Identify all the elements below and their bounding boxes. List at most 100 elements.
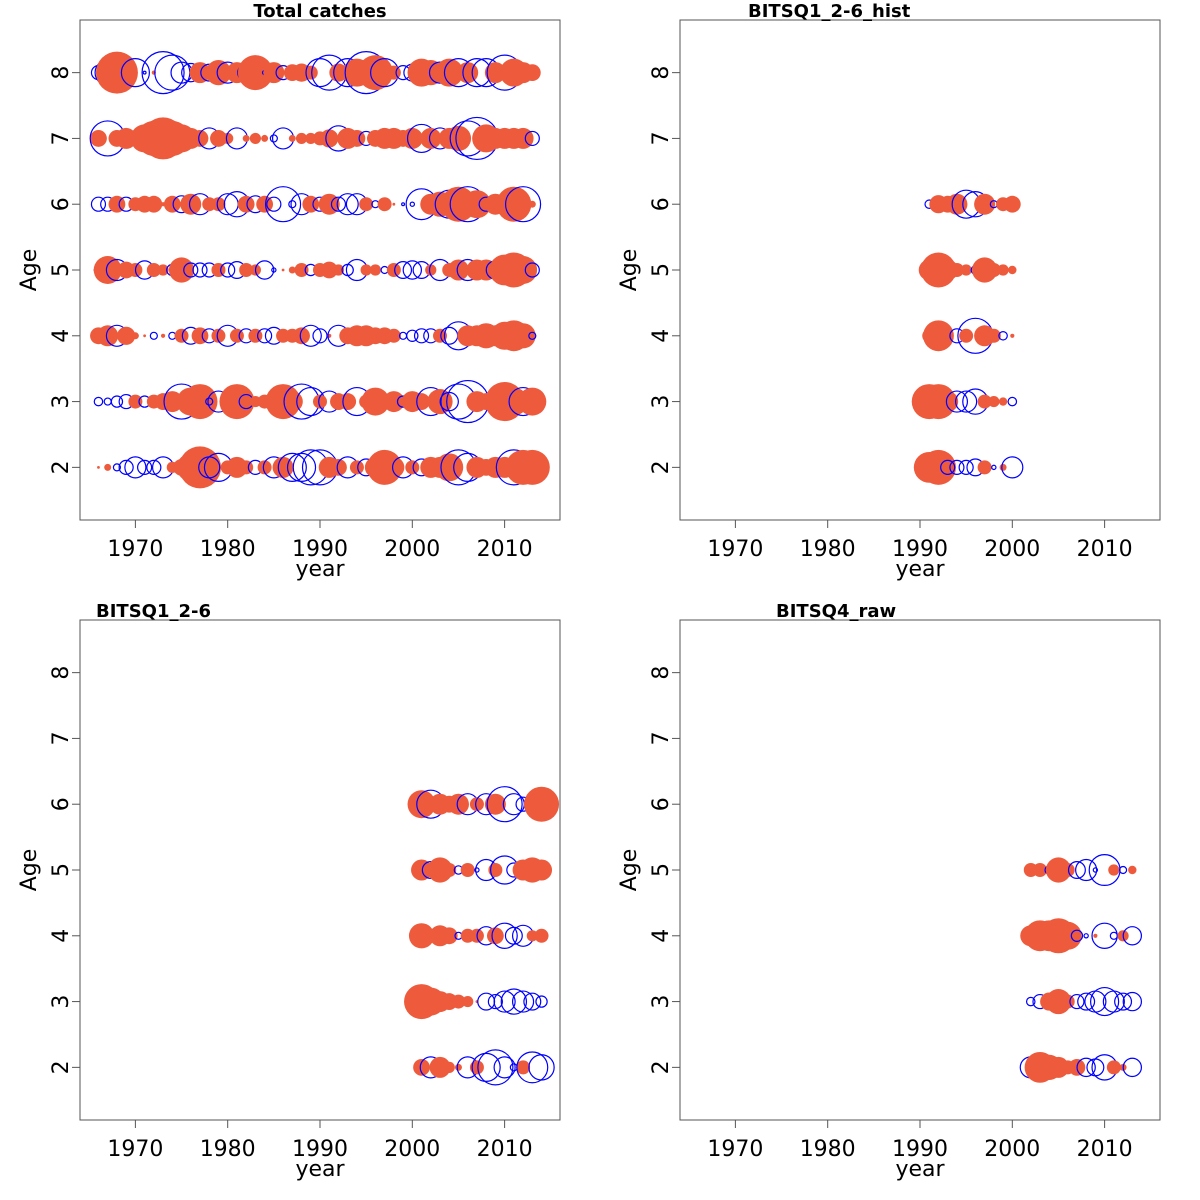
- x-tick-label: 2000: [984, 537, 1040, 562]
- bubble: [192, 262, 208, 278]
- bubble: [940, 459, 956, 475]
- bubble: [269, 134, 278, 143]
- y-tick-label: 2: [49, 460, 74, 474]
- bubble: [531, 859, 553, 881]
- bubble: [161, 391, 183, 413]
- bubble: [383, 456, 405, 478]
- x-tick-label: 2000: [384, 537, 440, 562]
- bubble: [261, 134, 269, 142]
- y-axis-label: Age: [17, 849, 42, 892]
- bubble: [1007, 396, 1018, 407]
- bubble: [142, 70, 147, 75]
- bubble: [1083, 933, 1089, 939]
- y-tick-label: 5: [49, 263, 74, 277]
- bubble: [457, 62, 479, 84]
- bubble: [95, 51, 138, 94]
- bubble: [110, 395, 124, 408]
- bubble: [120, 58, 150, 88]
- bubble: [349, 460, 364, 475]
- bubble: [518, 387, 547, 416]
- y-tick-label: 2: [49, 1060, 74, 1074]
- bubble: [339, 393, 357, 410]
- x-tick-label: 1970: [707, 1137, 763, 1162]
- bubble: [189, 62, 211, 84]
- x-tick-label: 1990: [892, 537, 948, 562]
- bubble: [357, 55, 393, 91]
- bubble: [988, 395, 1000, 408]
- bubble: [141, 51, 185, 95]
- bubble: [320, 261, 338, 279]
- bubble: [266, 196, 282, 212]
- bubble: [523, 64, 541, 82]
- y-tick-label: 7: [649, 731, 674, 745]
- bubble: [1033, 863, 1047, 877]
- bubble: [146, 263, 161, 277]
- panel-title: BITSQ4_raw: [776, 601, 896, 622]
- bubble: [124, 456, 147, 479]
- bubble: [959, 328, 974, 343]
- bubble: [1076, 1057, 1096, 1078]
- y-tick-label: 8: [49, 666, 74, 680]
- bubble: [360, 264, 372, 276]
- bubble: [401, 202, 406, 207]
- y-tick-label: 4: [649, 329, 674, 343]
- bubble: [220, 262, 236, 278]
- bubble: [1092, 867, 1099, 873]
- bubble: [413, 328, 430, 344]
- bubble: [299, 324, 322, 347]
- y-tick-label: 3: [49, 395, 74, 409]
- bubble: [180, 193, 202, 215]
- bubble: [303, 65, 318, 80]
- bubble: [1060, 863, 1075, 877]
- bubble: [1067, 860, 1086, 879]
- x-tick-label: 2000: [984, 1137, 1040, 1162]
- bubble: [977, 394, 992, 409]
- bubble: [516, 1051, 549, 1084]
- y-tick-label: 8: [649, 666, 674, 680]
- bubble: [1114, 992, 1133, 1011]
- bubble: [937, 391, 959, 413]
- bubble: [1090, 986, 1120, 1017]
- bubble: [528, 1054, 555, 1081]
- bubble: [999, 463, 1007, 471]
- x-tick-label: 1970: [107, 537, 163, 562]
- bubble: [179, 446, 221, 489]
- bubble: [986, 263, 1001, 277]
- bubble: [386, 263, 401, 277]
- bubble: [1053, 921, 1082, 950]
- y-tick-label: 5: [49, 863, 74, 877]
- bubble: [312, 328, 328, 344]
- bubble: [420, 127, 442, 149]
- bubble: [174, 328, 189, 343]
- plot-frame: [79, 619, 561, 1121]
- bubble: [137, 459, 153, 475]
- bubble: [524, 262, 540, 278]
- x-tick-label: 1980: [800, 1137, 856, 1162]
- bubble: [1077, 992, 1096, 1011]
- bubble: [440, 927, 458, 945]
- bubble: [254, 260, 275, 280]
- bubble: [211, 197, 226, 212]
- panel-title: Total catches: [253, 1, 386, 22]
- y-tick-label: 5: [649, 863, 674, 877]
- bubble: [330, 196, 347, 212]
- x-tick-label: 2010: [477, 537, 533, 562]
- bubble: [405, 460, 420, 475]
- panel-title: BITSQ1_2-6: [96, 601, 211, 622]
- bubble: [443, 1061, 455, 1073]
- bubble: [242, 134, 250, 142]
- bubble: [509, 256, 538, 284]
- bubble: [281, 268, 285, 272]
- bubble: [433, 328, 447, 343]
- bubble: [477, 1049, 514, 1086]
- bubble: [523, 992, 542, 1011]
- bubble: [949, 263, 964, 277]
- bubble: [115, 127, 137, 149]
- y-tick-label: 2: [649, 460, 674, 474]
- y-tick-label: 2: [649, 1060, 674, 1074]
- bubble: [407, 790, 436, 819]
- bubble: [205, 397, 214, 406]
- y-tick-label: 7: [49, 731, 74, 745]
- bubble: [332, 264, 345, 276]
- bubble: [103, 397, 112, 406]
